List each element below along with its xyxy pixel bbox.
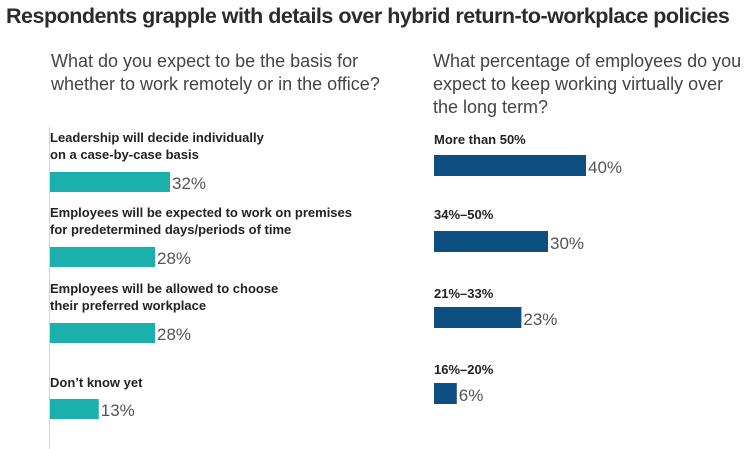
left-value-label: 13%	[101, 401, 135, 420]
left-category-label-line: on a case-by-case basis	[50, 147, 199, 162]
right-value-label: 40%	[588, 158, 622, 177]
right-category-label-line: 34%–50%	[434, 207, 494, 222]
left-value-label: 28%	[157, 249, 191, 268]
right-category-label: 16%–20%	[434, 362, 494, 377]
left-category-label: Employees will be allowed to choose their…	[50, 281, 278, 313]
left-category-label-line: Leadership will decide individually	[50, 130, 265, 145]
right-value-label: 23%	[523, 310, 557, 329]
right-value-label: 6%	[459, 386, 484, 405]
right-category-label-line: 21%–33%	[434, 286, 494, 301]
right-value-label: 30%	[550, 234, 584, 253]
left-bar	[50, 172, 170, 192]
left-bar	[50, 323, 155, 343]
left-category-label-line: for predetermined days/periods of time	[50, 222, 291, 237]
left-chart-question: What do you expect to be the basis for w…	[51, 51, 380, 94]
left-value-label: 32%	[172, 174, 206, 193]
right-category-label-line: 16%–20%	[434, 362, 494, 377]
right-category-label: 34%–50%	[434, 207, 494, 222]
left-category-label-line: Don’t know yet	[50, 375, 143, 390]
left-category-label: Employees will be expected to work on pr…	[50, 205, 352, 237]
right-chart-question: What percentage of employees do you expe…	[433, 51, 742, 117]
right-category-label: More than 50%	[434, 132, 526, 147]
left-category-label: Don’t know yet	[50, 375, 143, 390]
left-bar	[50, 247, 155, 267]
left-category-label-line: Employees will be allowed to choose	[50, 281, 278, 296]
left-chart-axis-line	[49, 127, 50, 449]
left-category-label: Leadership will decide individually on a …	[50, 130, 265, 162]
right-category-label: 21%–33%	[434, 286, 494, 301]
right-bar	[434, 155, 586, 176]
right-category-label-line: More than 50%	[434, 132, 526, 147]
right-bar	[434, 231, 548, 252]
left-category-label-line: Employees will be expected to work on pr…	[50, 205, 352, 220]
left-category-label-line: their preferred workplace	[50, 298, 206, 313]
left-bar	[50, 399, 99, 419]
left-value-label: 28%	[157, 325, 191, 344]
right-bar	[434, 383, 457, 404]
right-bar	[434, 307, 522, 328]
chart-title: Respondents grapple with details over hy…	[6, 4, 730, 28]
